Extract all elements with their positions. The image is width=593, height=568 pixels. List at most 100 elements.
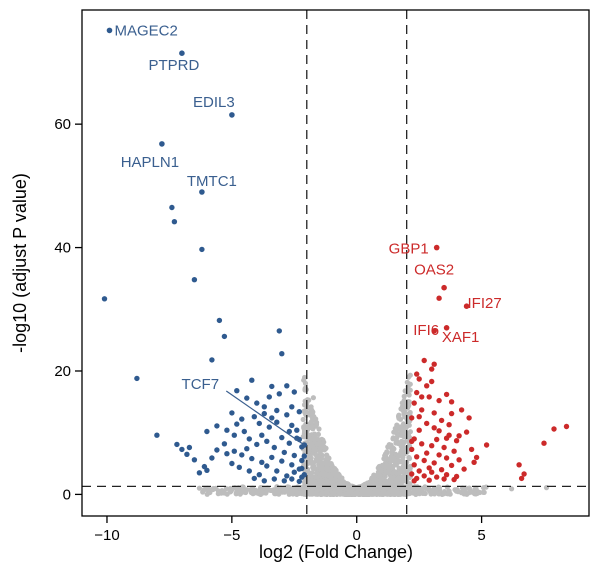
ns-point: [201, 487, 207, 493]
ns-point: [336, 491, 342, 497]
up-regulated-point: [551, 426, 557, 432]
up-regulated-point: [419, 441, 425, 447]
up-regulated-point: [438, 417, 445, 424]
down-regulated-point: [289, 476, 295, 482]
ns-point: [389, 488, 395, 494]
down-regulated-point: [236, 464, 242, 470]
threshold-lines: [82, 10, 589, 516]
ns-point: [325, 467, 331, 473]
ns-point: [407, 429, 413, 435]
down-regulated-point: [261, 410, 267, 417]
ns-point: [312, 474, 319, 480]
ns-point: [405, 387, 411, 393]
ns-point: [436, 491, 442, 497]
up-regulated-point: [411, 478, 417, 484]
down-regulated-point: [261, 404, 267, 410]
y-tick-label: 20: [54, 363, 71, 380]
up-regulated-point: [416, 376, 422, 382]
ns-point: [411, 486, 417, 492]
down-regulated-point: [231, 448, 237, 454]
down-regulated-point: [301, 453, 307, 459]
down-regulated-point: [171, 219, 178, 225]
ns-point: [352, 490, 358, 496]
down-regulated-point: [286, 428, 292, 435]
gene-label-ifi27: IFI27: [468, 295, 502, 312]
ns-point: [396, 415, 402, 421]
up-regulated-point: [429, 366, 435, 372]
ns-point: [313, 451, 319, 458]
down-regulated-point: [274, 419, 280, 425]
down-regulated-point: [274, 468, 280, 474]
down-regulated-point: [169, 204, 175, 211]
ns-point: [308, 443, 314, 449]
ns-point: [343, 486, 349, 492]
up-regulated-point: [456, 433, 462, 439]
ns-point: [221, 490, 227, 496]
ns-point: [239, 484, 246, 490]
ns-point: [321, 444, 327, 450]
up-regulated-point: [409, 438, 415, 444]
ns-point: [296, 490, 302, 496]
up-regulated-point: [518, 475, 525, 482]
down-regulated-point: [254, 441, 260, 448]
ns-point: [302, 427, 308, 433]
down-regulated-point: [289, 462, 295, 468]
up-regulated-point: [429, 378, 435, 385]
down-regulated-point: [264, 438, 270, 444]
down-regulated-point: [254, 400, 260, 406]
up-regulated-point: [516, 462, 522, 468]
ns-point: [263, 490, 269, 496]
down-regulated-point: [291, 452, 297, 459]
gene-label-edil3: EDIL3: [193, 94, 235, 111]
up-regulated-point: [563, 423, 570, 430]
up-regulated-point: [429, 469, 435, 475]
ns-point: [400, 468, 406, 474]
labeled-gene-point: [433, 244, 440, 251]
ns-point: [399, 400, 405, 406]
ns-point: [317, 459, 323, 465]
down-regulated-point: [239, 452, 245, 458]
up-regulated-point: [468, 446, 475, 453]
ns-point: [314, 419, 320, 426]
up-regulated-point: [436, 428, 442, 434]
down-regulated-point: [261, 478, 267, 484]
down-regulated-point: [209, 455, 215, 461]
ns-point: [345, 491, 351, 497]
up-regulated-point: [434, 474, 440, 480]
up-regulated-point: [521, 471, 527, 477]
down-regulated-point: [279, 351, 285, 357]
up-regulated-point: [426, 465, 432, 471]
x-tick-label: 0: [353, 527, 361, 544]
x-tick-label: −5: [223, 527, 240, 544]
down-regulated-point: [289, 422, 295, 428]
ns-point: [396, 491, 402, 497]
ns-point: [407, 409, 413, 416]
significant-points: [101, 27, 570, 485]
down-regulated-point: [221, 333, 228, 340]
x-tick-label: 5: [477, 527, 485, 544]
down-regulated-point: [204, 428, 210, 435]
ns-point: [385, 490, 391, 497]
ns-point: [276, 491, 282, 497]
down-regulated-point: [269, 383, 275, 390]
ns-point: [386, 464, 392, 470]
down-regulated-point: [296, 409, 302, 415]
up-regulated-point: [448, 410, 455, 417]
label-connectors: [225, 390, 305, 446]
up-regulated-point: [416, 414, 422, 420]
ns-point: [308, 460, 314, 466]
ns-point: [381, 481, 387, 487]
up-regulated-point: [421, 457, 427, 464]
up-regulated-point: [448, 462, 455, 469]
ns-point: [371, 491, 377, 497]
up-regulated-point: [438, 467, 445, 473]
labeled-gene-point: [431, 328, 438, 334]
ns-point: [314, 436, 320, 442]
up-regulated-point: [441, 444, 447, 451]
y-axis-title: -log10 (adjust P value): [10, 173, 30, 353]
ns-point: [396, 470, 402, 476]
ns-point: [271, 487, 277, 493]
down-regulated-point: [264, 463, 270, 469]
down-regulated-point: [301, 472, 307, 478]
